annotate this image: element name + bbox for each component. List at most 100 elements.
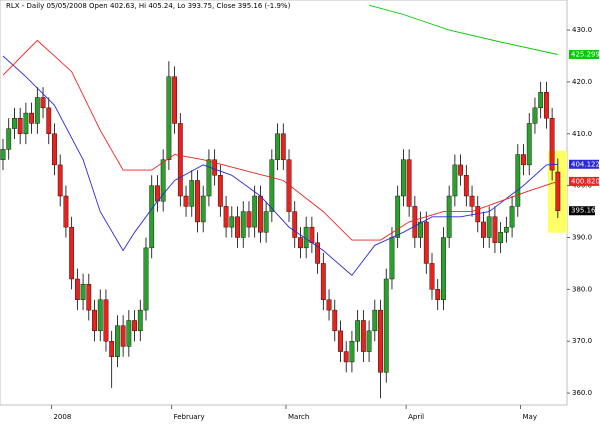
candle-body <box>195 180 200 223</box>
candle-body <box>143 247 149 311</box>
candle-body <box>509 206 515 228</box>
candle-body <box>46 107 52 134</box>
candle-body <box>126 320 132 347</box>
candle-body <box>80 283 86 300</box>
candle-body <box>389 237 395 280</box>
candle-body <box>258 195 263 233</box>
candle-body <box>52 133 57 166</box>
candle-body <box>320 263 326 300</box>
candle-body <box>503 226 509 233</box>
candle-body <box>149 185 155 249</box>
candle-body <box>275 133 280 160</box>
end-label-box <box>569 49 599 59</box>
candle-body <box>172 76 177 124</box>
candle-body <box>200 195 206 223</box>
candle-body <box>212 159 218 176</box>
x-tick-label: February <box>174 413 205 421</box>
candle-body <box>458 164 463 176</box>
candle-body <box>298 237 303 249</box>
candle-body <box>515 154 521 207</box>
candle-body <box>235 216 240 238</box>
candle-body <box>429 263 435 290</box>
candle-body <box>23 112 29 134</box>
y-tick-label: 410.0 <box>572 130 592 138</box>
candle-body <box>492 216 498 243</box>
candle-body <box>97 299 103 332</box>
moving-average <box>2 55 558 277</box>
candle-body <box>315 242 320 264</box>
candle-body <box>246 211 252 228</box>
candle-body <box>498 232 504 243</box>
candle-body <box>269 159 275 212</box>
candle-body <box>160 159 166 202</box>
y-tick-label: 370.0 <box>572 337 592 345</box>
y-tick-label: 430.0 <box>572 26 592 34</box>
candle-body <box>109 341 115 357</box>
candle-body <box>326 299 332 311</box>
candle-body <box>217 175 223 207</box>
x-tick-label: May <box>523 413 537 421</box>
candle-body <box>395 195 401 238</box>
x-tick-label: 2008 <box>53 413 71 421</box>
candle-body <box>6 128 12 150</box>
candle-body <box>481 221 486 238</box>
candle-body <box>452 164 458 197</box>
candle-body <box>69 226 75 280</box>
close-label-box <box>569 206 595 216</box>
candle-body <box>343 351 349 363</box>
candle-body <box>332 309 338 332</box>
candle-body <box>34 97 40 124</box>
candle-body <box>521 154 526 166</box>
candle-body <box>463 175 469 197</box>
x-tick-label: March <box>288 413 309 421</box>
candle-body <box>189 180 195 207</box>
candle-body <box>526 123 532 166</box>
candle-body <box>12 118 17 129</box>
candle-body <box>166 76 172 160</box>
candle-body <box>538 92 544 109</box>
candle-body <box>74 278 80 300</box>
end-label-box <box>569 176 599 186</box>
candle-body <box>349 341 355 363</box>
candle-body <box>360 320 366 352</box>
end-label: 400.820 <box>571 177 600 185</box>
moving-average <box>368 4 558 55</box>
candle-body <box>286 159 292 212</box>
candle-body <box>309 226 315 243</box>
end-label: 404.122 <box>571 160 600 168</box>
end-label-box <box>569 159 599 169</box>
x-tick-label: April <box>408 413 424 421</box>
candle-body <box>366 330 372 352</box>
candle-body <box>63 195 69 228</box>
candle-body <box>292 211 298 238</box>
candle-body <box>469 195 475 207</box>
candle-body <box>355 320 361 342</box>
candle-body <box>406 159 412 207</box>
candle-body <box>378 309 383 373</box>
candle-body <box>441 237 446 300</box>
candle-body <box>532 107 538 124</box>
candle-body <box>92 309 97 332</box>
candle-body <box>263 211 269 233</box>
candle-body <box>103 299 109 342</box>
candle-body <box>280 133 286 160</box>
candle-body <box>132 320 137 332</box>
candle-body <box>183 195 189 207</box>
candle-body <box>57 164 63 197</box>
candle-body <box>223 206 229 228</box>
candle-body <box>401 159 406 197</box>
candle-body <box>549 118 555 171</box>
candle-body <box>137 309 143 332</box>
y-tick-label: 420.0 <box>572 78 592 86</box>
candle-body <box>177 123 183 197</box>
candle-body <box>412 206 418 238</box>
y-tick-label: 380.0 <box>572 285 592 293</box>
candle-body <box>555 171 561 211</box>
candle-body <box>206 159 212 197</box>
candle-body <box>486 216 492 238</box>
candle-body <box>0 149 6 160</box>
candle-body <box>240 211 246 238</box>
plot-frame <box>0 0 568 406</box>
candle-body <box>120 325 126 347</box>
